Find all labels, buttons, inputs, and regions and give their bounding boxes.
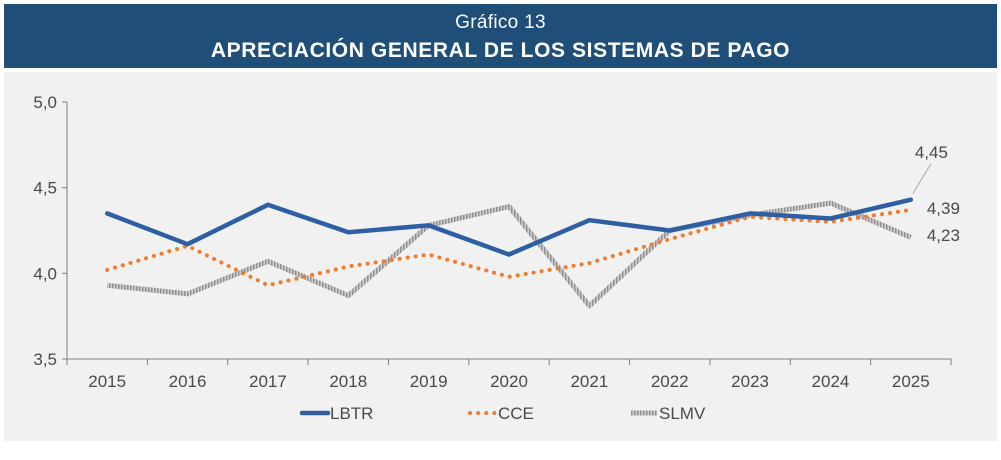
data-label-slmv: 4,23 [927, 226, 960, 245]
data-point-slmv [828, 201, 832, 205]
data-point-cce [105, 268, 109, 272]
data-point-slmv [186, 292, 190, 296]
series-line-slmv [106, 200, 912, 309]
data-point-lbtr [909, 198, 913, 202]
data-point-slmv [909, 235, 913, 239]
data-point-lbtr [587, 218, 591, 222]
x-tick-label: 2021 [570, 372, 608, 391]
chart-title: APRECIACIÓN GENERAL DE LOS SISTEMAS DE P… [210, 39, 791, 62]
chart-panel: 3,5 4,0 4,5 5,0 2015 2016 2017 2018 2019 2020 2021… [4, 72, 997, 441]
data-point-cce [266, 283, 270, 287]
line-chart: 3,5 4,0 4,5 5,0 2015 2016 2017 2018 2019 2020 2021… [33, 93, 960, 423]
data-label-cce: 4,39 [927, 199, 960, 218]
data-point-slmv [748, 213, 752, 217]
data-point-slmv [427, 223, 431, 227]
series-line-cce [105, 207, 913, 288]
x-tick-label: 2015 [88, 372, 126, 391]
y-tick-label: 5,0 [33, 93, 57, 112]
data-label-lbtr: 4,45 [915, 143, 948, 162]
data-point-cce [587, 261, 591, 265]
x-tick-label: 2016 [169, 372, 207, 391]
y-tick-label: 3,5 [33, 350, 57, 369]
x-tick-label: 2023 [731, 372, 769, 391]
data-point-cce [909, 208, 913, 212]
data-point-lbtr [105, 211, 109, 215]
data-point-lbtr [828, 217, 832, 221]
data-point-slmv [507, 205, 511, 209]
data-point-cce [828, 220, 832, 224]
x-tick-label: 2020 [490, 372, 528, 391]
legend-label-cce: CCE [498, 404, 534, 423]
y-tick-label: 4,0 [33, 264, 57, 283]
data-point-cce [186, 244, 190, 248]
y-tick-label: 4,5 [33, 179, 57, 198]
x-tick-label: 2025 [892, 372, 930, 391]
data-point-cce [427, 252, 431, 256]
data-point-cce [346, 264, 350, 268]
x-tick-label: 2024 [812, 372, 850, 391]
data-point-cce [507, 275, 511, 279]
x-tick-label: 2022 [651, 372, 689, 391]
data-point-lbtr [346, 230, 350, 234]
legend-label-slmv: SLMV [659, 404, 706, 423]
data-point-slmv [346, 294, 350, 298]
x-tick-label: 2019 [410, 372, 448, 391]
data-point-lbtr [507, 252, 511, 256]
data-point-lbtr [266, 203, 270, 207]
data-point-slmv [266, 259, 270, 263]
data-point-slmv [105, 283, 109, 287]
annotation-leader-line [912, 163, 932, 194]
chart-subtitle: Gráfico 13 [455, 12, 546, 33]
series-line-lbtr [104, 197, 914, 257]
data-point-slmv [668, 229, 672, 233]
legend-label-lbtr: LBTR [330, 404, 373, 423]
data-point-cce [668, 237, 672, 241]
x-tick-label: 2018 [329, 372, 367, 391]
x-tick-label: 2017 [249, 372, 287, 391]
chart-header: Gráfico 13 APRECIACIÓN GENERAL DE LOS SI… [4, 4, 997, 68]
data-point-slmv [587, 304, 591, 308]
